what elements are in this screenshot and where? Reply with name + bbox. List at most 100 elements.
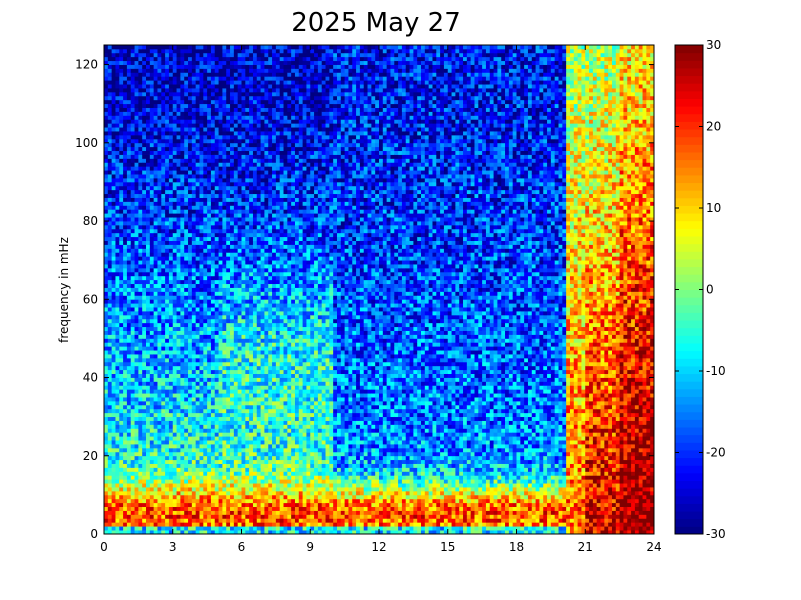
heatmap-cell — [233, 283, 239, 288]
heatmap-cell — [119, 213, 124, 218]
heatmap-cell — [119, 221, 124, 226]
heatmap-cell — [153, 451, 158, 457]
heatmap-cell — [153, 123, 158, 128]
heatmap-cell — [111, 467, 116, 472]
heatmap-cell — [138, 295, 143, 300]
heatmap-cell — [210, 213, 216, 218]
heatmap-cell — [123, 84, 128, 89]
heatmap-cell — [153, 408, 158, 414]
heatmap-cell — [237, 506, 242, 511]
heatmap-cell — [245, 119, 250, 124]
heatmap-cell — [207, 311, 212, 316]
heatmap-cell — [214, 330, 219, 335]
heatmap-cell — [172, 514, 177, 519]
heatmap-cell — [218, 131, 223, 136]
heatmap-cell — [142, 381, 147, 386]
heatmap-cell — [126, 115, 132, 120]
heatmap-cell — [107, 91, 113, 97]
heatmap-cell — [172, 115, 177, 120]
heatmap-cell — [176, 72, 181, 77]
heatmap-cell — [210, 158, 216, 163]
heatmap-cell — [191, 232, 197, 238]
heatmap-cell — [111, 279, 116, 285]
heatmap-cell — [161, 68, 166, 73]
heatmap-cell — [188, 483, 193, 488]
heatmap-cell — [226, 201, 231, 206]
heatmap-cell — [191, 178, 197, 183]
heatmap-cell — [249, 330, 254, 335]
heatmap-cell — [252, 201, 258, 206]
heatmap-cell — [226, 490, 231, 496]
heatmap-cell — [119, 440, 124, 445]
heatmap-cell — [207, 420, 212, 425]
heatmap-cell — [191, 209, 197, 214]
heatmap-cell — [111, 162, 116, 167]
heatmap-cell — [237, 248, 242, 253]
heatmap-cell — [195, 232, 200, 238]
heatmap-cell — [126, 80, 132, 85]
heatmap-cell — [134, 271, 139, 277]
heatmap-cell — [146, 350, 151, 355]
heatmap-cell — [119, 326, 124, 331]
heatmap-cell — [123, 385, 128, 390]
heatmap-cell — [226, 330, 231, 335]
heatmap-cell — [153, 64, 158, 69]
heatmap-cell — [111, 483, 116, 488]
heatmap-cell — [161, 123, 166, 128]
heatmap-cell — [207, 240, 212, 245]
heatmap-cell — [168, 138, 174, 144]
heatmap-cell — [146, 213, 151, 218]
heatmap-cell — [157, 455, 162, 461]
heatmap-cell — [252, 307, 258, 312]
heatmap-cell — [146, 303, 151, 308]
heatmap-cell — [214, 119, 219, 124]
heatmap-cell — [203, 530, 208, 535]
heatmap-cell — [157, 393, 162, 398]
heatmap-cell — [123, 389, 128, 394]
heatmap-cell — [165, 311, 170, 316]
heatmap-cell — [157, 103, 162, 108]
heatmap-cell — [214, 393, 219, 398]
heatmap-cell — [138, 365, 143, 371]
heatmap-cell — [138, 299, 143, 304]
heatmap-cell — [111, 95, 116, 101]
heatmap-cell — [157, 498, 162, 504]
heatmap-cell — [107, 275, 113, 281]
heatmap-cell — [199, 369, 204, 375]
heatmap-cell — [222, 436, 227, 441]
heatmap-cell — [149, 365, 155, 371]
heatmap-cell — [184, 451, 189, 457]
heatmap-cell — [168, 350, 174, 355]
heatmap-cell — [172, 134, 177, 140]
heatmap-cell — [252, 236, 258, 241]
heatmap-cell — [241, 424, 246, 429]
heatmap-cell — [161, 412, 166, 418]
heatmap-cell — [176, 416, 181, 421]
heatmap-cell — [210, 483, 216, 488]
heatmap-cell — [191, 68, 197, 73]
heatmap-cell — [119, 408, 124, 414]
heatmap-cell — [134, 52, 139, 58]
heatmap-cell — [195, 189, 200, 195]
heatmap-cell — [218, 432, 223, 437]
heatmap-cell — [252, 506, 258, 511]
heatmap-cell — [168, 142, 174, 148]
heatmap-cell — [146, 299, 151, 304]
heatmap-cell — [237, 420, 242, 425]
heatmap-cell — [218, 205, 223, 210]
heatmap-cell — [180, 506, 185, 511]
heatmap-cell — [111, 526, 116, 531]
heatmap-cell — [115, 170, 120, 175]
heatmap-cell — [191, 432, 197, 437]
heatmap-cell — [233, 178, 239, 183]
heatmap-cell — [107, 354, 113, 359]
heatmap-cell — [237, 103, 242, 108]
heatmap-cell — [130, 271, 135, 277]
heatmap-cell — [218, 193, 223, 198]
heatmap-cell — [126, 103, 132, 108]
heatmap-cell — [218, 154, 223, 159]
heatmap-cell — [210, 123, 216, 128]
heatmap-cell — [226, 103, 231, 108]
heatmap-cell — [176, 350, 181, 355]
heatmap-cell — [157, 181, 162, 187]
